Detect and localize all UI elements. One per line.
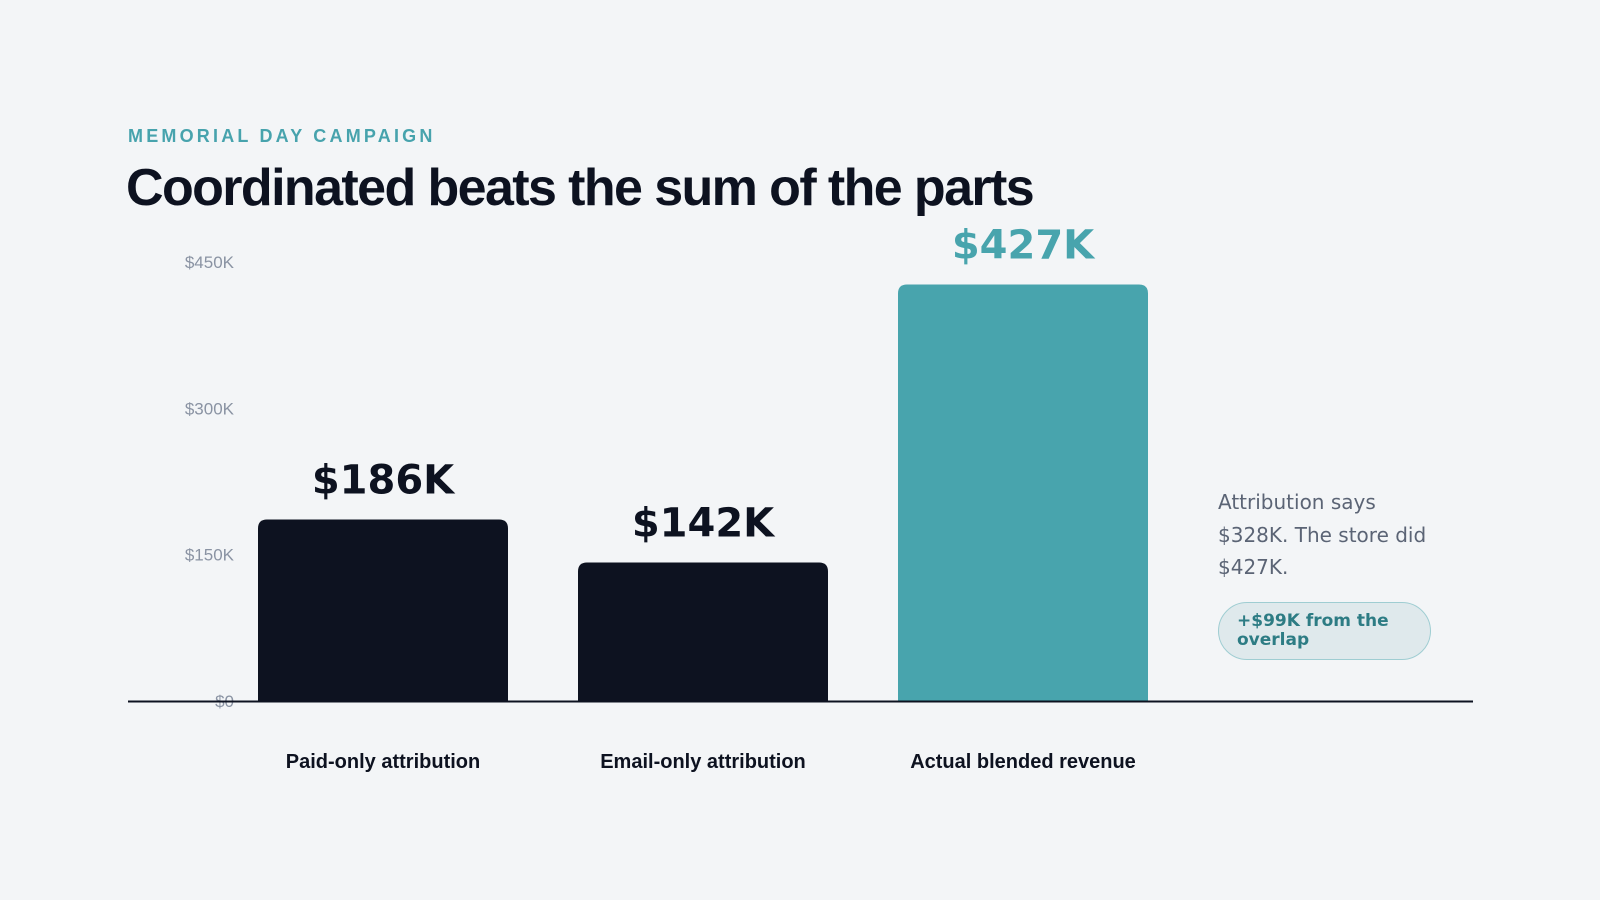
bars (258, 284, 1148, 701)
page-title: Coordinated beats the sum of the parts (126, 159, 1035, 217)
value-label-2: $427K (952, 222, 1096, 268)
annotation: Attribution says $328K. The store did $4… (1218, 486, 1448, 660)
y-axis-ticks: $0$150K$300K$450K (185, 253, 235, 711)
category-labels: Paid-only attribution Email-only attribut… (286, 751, 1136, 773)
y-tick-label: $300K (185, 399, 235, 418)
value-label-0: $186K (312, 458, 456, 504)
eyebrow-label: MEMORIAL DAY CAMPAIGN (128, 126, 436, 146)
bar-1 (578, 562, 828, 701)
category-label-2: Actual blended revenue (910, 751, 1136, 773)
overlap-badge: +$99K from the overlap (1218, 601, 1431, 660)
bar-0 (258, 519, 508, 701)
value-labels: $186K $142K $427K (312, 222, 1096, 546)
annotation-text: Attribution says $328K. The store did $4… (1218, 490, 1427, 579)
y-tick-label: $450K (185, 253, 235, 272)
value-label-1: $142K (632, 500, 776, 546)
category-label-0: Paid-only attribution (286, 751, 480, 773)
bar-2 (898, 284, 1148, 701)
y-tick-label: $150K (185, 546, 235, 565)
category-label-1: Email-only attribution (600, 751, 806, 773)
